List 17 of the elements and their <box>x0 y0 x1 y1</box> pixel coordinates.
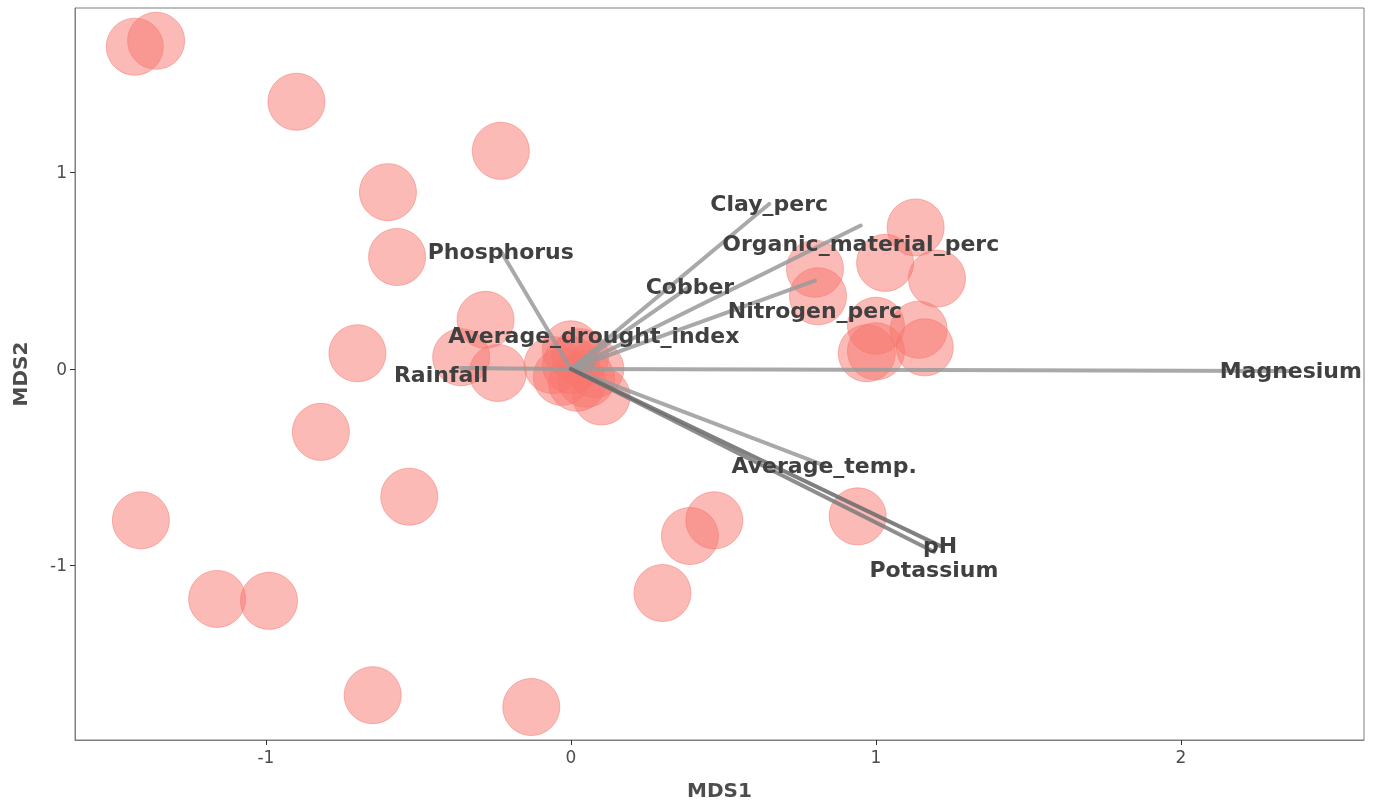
y-tick-label: 1 <box>56 162 67 183</box>
y-axis-title: MDS2 <box>8 341 32 407</box>
series-label: Clay_perc <box>710 191 829 217</box>
x-tick-label: -1 <box>257 746 275 767</box>
series-label: Potassium <box>869 557 999 583</box>
x-tick-label: 2 <box>1175 746 1187 767</box>
series-label: Rainfall <box>393 361 489 387</box>
x-axis-title: MDS1 <box>687 778 752 802</box>
x-tick-label: 1 <box>870 746 882 767</box>
y-tick-label: 0 <box>56 358 67 379</box>
series-label: Nitrogen_perc <box>727 298 903 324</box>
series-label: Cobber <box>645 273 735 299</box>
y-tick-label: -1 <box>50 555 67 576</box>
series-label: Phosphorus <box>427 238 574 264</box>
x-tick-label: 0 <box>565 746 577 767</box>
series-label: Magnesium <box>1219 358 1362 384</box>
series-label: Average_drought_index <box>448 322 740 348</box>
